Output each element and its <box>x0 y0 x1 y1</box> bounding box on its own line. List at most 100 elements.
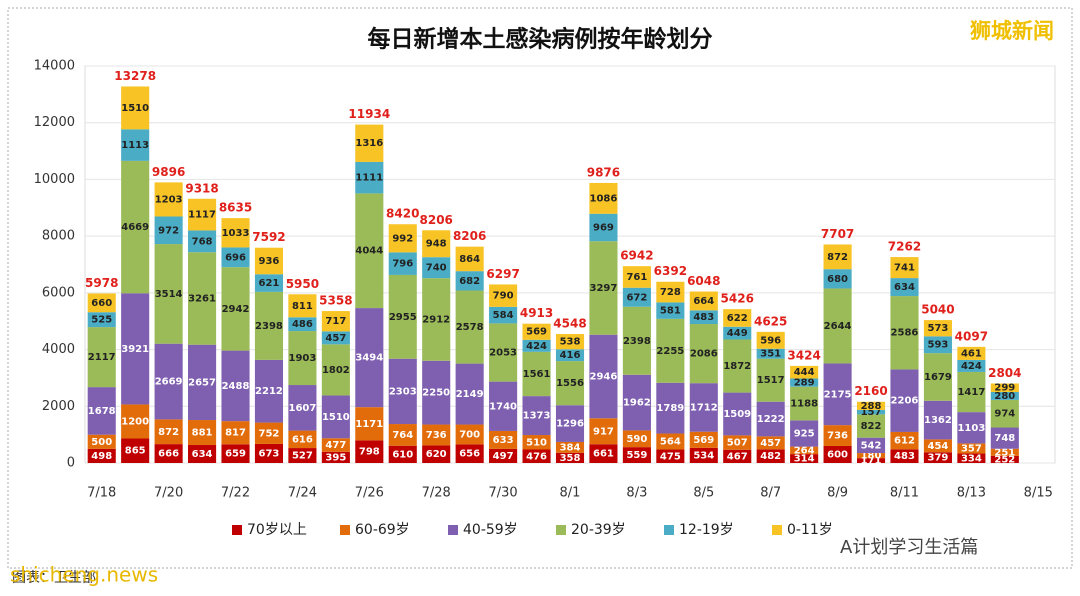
segment-label: 581 <box>660 306 681 317</box>
segment-label: 917 <box>593 426 614 437</box>
bar-segment <box>254 274 284 292</box>
total-label: 13278 <box>114 69 156 83</box>
segment-label: 4044 <box>355 246 383 257</box>
bar-segment <box>455 424 484 445</box>
bar-segment <box>990 391 1019 400</box>
segment-label: 817 <box>225 428 246 439</box>
bar-segment <box>823 244 852 270</box>
segment-label: 457 <box>325 333 346 344</box>
bar-segment <box>856 401 886 410</box>
bar-segment <box>990 383 1019 392</box>
legend-label: 20-39岁 <box>571 522 626 538</box>
legend-label: 70岁以上 <box>247 522 307 538</box>
bar-segment <box>489 381 518 431</box>
segment-label: 264 <box>794 445 815 456</box>
segment-label: 461 <box>961 348 982 359</box>
legend-swatch <box>232 525 242 535</box>
legend-swatch <box>448 525 458 535</box>
segment-label: 569 <box>693 435 714 446</box>
bar-segment <box>856 458 886 463</box>
segment-label: 790 <box>493 291 514 302</box>
segment-label: 2053 <box>489 348 517 359</box>
bar-segment <box>689 324 718 384</box>
bar-segment <box>221 218 250 248</box>
x-tick-label: 8/5 <box>693 486 714 501</box>
bar-segment <box>87 293 116 313</box>
bar-segment <box>555 441 585 453</box>
segment-label: 672 <box>626 292 647 303</box>
segment-label: 748 <box>994 433 1015 444</box>
segment-label: 486 <box>292 319 313 330</box>
bar-segment <box>522 449 551 463</box>
segment-label: 2669 <box>155 377 183 388</box>
segment-label: 728 <box>660 287 681 298</box>
segment-label: 1103 <box>957 423 985 434</box>
total-label: 5950 <box>286 277 319 291</box>
bar-segment <box>489 323 518 382</box>
segment-label: 796 <box>392 259 413 270</box>
segment-label: 2657 <box>188 377 216 388</box>
segment-label: 610 <box>392 449 413 460</box>
total-label: 6048 <box>687 274 720 288</box>
bar-segment <box>990 399 1019 428</box>
total-label: 6942 <box>620 249 653 263</box>
segment-label: 659 <box>225 449 246 460</box>
bar-segment <box>154 343 183 420</box>
bar-segment <box>622 430 651 448</box>
bar-segment <box>422 257 451 279</box>
bar-segment <box>622 447 651 463</box>
bar-segment <box>723 435 752 450</box>
segment-label: 2398 <box>255 321 283 332</box>
bar-segment <box>388 445 417 463</box>
segment-label: 1962 <box>623 398 651 409</box>
segment-label: 2488 <box>222 381 250 392</box>
bar-segment <box>321 344 350 396</box>
segment-label: 936 <box>259 256 280 267</box>
bar-segment <box>856 409 886 415</box>
segment-label: 593 <box>927 340 948 351</box>
bar-segment <box>87 327 116 388</box>
segment-label: 1086 <box>590 193 618 204</box>
bar-segment <box>990 455 1019 463</box>
segment-label: 992 <box>392 233 413 244</box>
site-watermark: shicheng.news <box>10 563 158 587</box>
x-tick-label: 8/13 <box>957 486 986 501</box>
segment-label: 634 <box>192 449 213 460</box>
segment-label: 280 <box>994 391 1015 402</box>
total-label: 7707 <box>821 227 854 241</box>
y-tick-label: 10000 <box>34 172 75 187</box>
segment-label: 736 <box>827 431 848 442</box>
bar-segment <box>589 182 618 214</box>
segment-label: 1033 <box>222 228 250 239</box>
bar-segment <box>455 363 484 425</box>
bar-segment <box>355 407 384 441</box>
bar-segment <box>823 363 852 426</box>
segment-label: 612 <box>894 436 915 447</box>
bar-segment <box>957 346 986 360</box>
bar-segment <box>154 182 183 217</box>
bar-segment <box>87 434 116 449</box>
total-label: 9896 <box>152 165 185 179</box>
segment-label: 2206 <box>891 396 919 407</box>
x-tick-label: 7/22 <box>221 486 250 501</box>
segment-label: 252 <box>994 454 1015 465</box>
bar-segment <box>790 386 819 421</box>
segment-label: 1188 <box>790 399 818 410</box>
bar-segment <box>589 334 618 419</box>
segment-label: 741 <box>894 263 915 274</box>
segment-label: 1556 <box>556 378 584 389</box>
segment-label: 872 <box>827 252 848 263</box>
legend-label: 60-69岁 <box>355 522 410 538</box>
segment-label: 444 <box>794 367 815 378</box>
bar-segment <box>756 331 785 349</box>
bar-segment <box>321 311 350 332</box>
x-tick-label: 7/20 <box>154 486 183 501</box>
bar-segment <box>254 359 284 423</box>
bar-segment <box>656 449 685 463</box>
bar-segment <box>522 396 551 436</box>
bar-segment <box>890 449 919 463</box>
bar-segment <box>957 443 986 454</box>
bar-segment <box>321 331 350 345</box>
bar-segment <box>154 216 183 245</box>
bar-segment <box>87 448 116 463</box>
